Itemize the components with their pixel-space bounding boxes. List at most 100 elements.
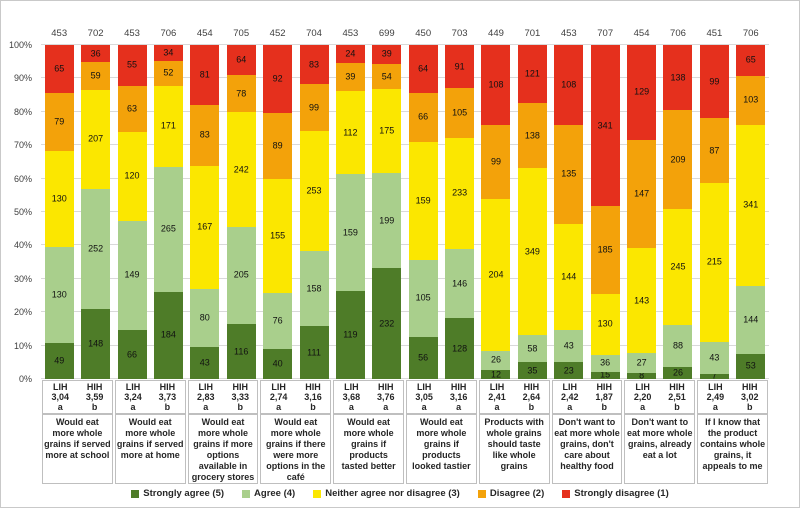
- y-tick-label: 10%: [13, 340, 32, 351]
- segment-value: 205: [233, 269, 249, 280]
- legend-label: Neither agree nor disagree (3): [325, 488, 460, 499]
- segment: 159: [408, 141, 438, 260]
- segment: 175: [372, 89, 402, 174]
- segment-value: 43: [709, 352, 720, 363]
- bar-total: 454: [196, 28, 213, 39]
- segment-value: 12: [490, 369, 501, 380]
- segment: 78: [226, 75, 256, 113]
- mean-value: 2,41: [488, 392, 506, 402]
- segment-value: 88: [672, 340, 683, 351]
- segment-value: 54: [381, 71, 392, 82]
- segment-value: 209: [670, 154, 686, 165]
- segment: 27: [627, 353, 657, 374]
- segment: 209: [663, 110, 693, 210]
- segment: 120: [117, 132, 147, 221]
- bar-total: 454: [633, 28, 650, 39]
- significance-letter: b: [237, 402, 243, 412]
- means-column-lih: LIH 3,68 a: [334, 382, 368, 412]
- segment: 138: [517, 102, 547, 169]
- segment: 54: [372, 63, 402, 90]
- question-label: Products with whole grains should taste …: [478, 414, 550, 484]
- question-label: Would eat more whole grains if products …: [333, 414, 404, 484]
- segment-value: 7: [711, 370, 717, 381]
- question-label: Don't want to eat more whole grains, don…: [551, 414, 623, 484]
- segment-value: 135: [561, 168, 577, 179]
- cohort-label: HIH: [378, 382, 394, 392]
- stacked-bar: 453 49 130 130 79 65: [44, 28, 74, 379]
- bar-column-hih: 701 35 58 349 138 121: [514, 28, 550, 379]
- segment: 135: [554, 124, 584, 225]
- stacked-bar: 706 53 144 341 103 65: [736, 28, 766, 379]
- segment: 83: [299, 45, 329, 85]
- segment-value: 144: [561, 271, 577, 282]
- segment-value: 40: [272, 358, 283, 369]
- legend-label: Strongly agree (5): [143, 488, 225, 499]
- means-cell: LIH 3,04 a HIH 3,59 b: [42, 380, 113, 414]
- y-tick-label: 30%: [13, 273, 32, 284]
- segment: 39: [335, 62, 365, 92]
- segment: 130: [590, 293, 620, 355]
- segment: 233: [445, 138, 475, 249]
- segment-value: 24: [345, 48, 356, 59]
- segment-value: 245: [670, 261, 686, 272]
- y-axis: 0% 10% 20% 30% 40% 50% 60% 70% 80% 90% 100%: [1, 40, 37, 384]
- significance-letter: b: [674, 402, 680, 412]
- segment-value: 146: [452, 278, 468, 288]
- significance-letter: a: [494, 402, 500, 412]
- means-cell: LIH 2,83 a HIH 3,33 b: [187, 380, 259, 414]
- mean-value: 3,24: [124, 392, 142, 402]
- segment: 159: [335, 174, 365, 292]
- means-column-lih: LIH 2,83 a: [189, 382, 223, 412]
- legend-item: Neither agree nor disagree (3): [313, 488, 460, 499]
- segment-value: 81: [199, 69, 210, 80]
- stacked-bar: 706 184 265 171 52 34: [153, 28, 183, 379]
- stacked-bar: 451 7 43 215 87 99: [699, 28, 729, 381]
- segment-value: 341: [597, 120, 613, 131]
- means-column-hih: HIH 2,64 b: [514, 382, 548, 412]
- legend-item: Disagree (2): [477, 488, 544, 499]
- question-label: Would eat more whole grains if there wer…: [260, 414, 332, 484]
- means-cell: LIH 3,24 a HIH 3,73 b: [114, 380, 186, 414]
- mean-value: 3,76: [377, 392, 395, 402]
- legend-color-swatch: [242, 489, 251, 498]
- mean-value: 1,87: [595, 392, 613, 402]
- significance-letter: a: [421, 402, 427, 412]
- segment: 36: [590, 354, 620, 372]
- segment-value: 199: [379, 215, 395, 226]
- gridline: [41, 144, 769, 146]
- segment-value: 138: [524, 130, 540, 141]
- stacked-bar: 699 232 199 175 54 39: [372, 28, 402, 379]
- bar-group: 453 66 149 120 63 55 706 184 265 171 52 34: [114, 28, 187, 379]
- means-column-hih: HIH 1,87 b: [587, 382, 621, 412]
- segment-value: 27: [636, 357, 647, 368]
- y-tick-label: 70%: [13, 140, 32, 151]
- segment: 138: [663, 45, 693, 111]
- means-column-lih: LIH 2,41 a: [480, 382, 514, 412]
- segment: 184: [153, 291, 183, 379]
- means-column-lih: LIH 2,20 a: [625, 382, 659, 412]
- y-tick-label: 20%: [13, 307, 32, 318]
- segment-value: 43: [563, 340, 574, 351]
- segment: 80: [190, 288, 220, 348]
- gridline: [41, 77, 769, 79]
- means-column-lih: LIH 3,04 a: [43, 382, 77, 412]
- segment: 49: [44, 342, 74, 379]
- segment: 87: [699, 118, 729, 183]
- cohort-label: LIH: [52, 382, 68, 392]
- segment: 64: [408, 45, 438, 93]
- bar-column-lih: 452 40 76 155 89 92: [259, 28, 295, 379]
- bar-column-hih: 704 111 158 253 99 83: [296, 28, 332, 379]
- segment: 88: [663, 325, 693, 367]
- segment: 26: [663, 366, 693, 379]
- significance-letter: a: [203, 402, 209, 412]
- segment-value: 129: [634, 86, 650, 97]
- segment-value: 233: [452, 187, 468, 198]
- bar-column-lih: 453 66 149 120 63 55: [114, 28, 150, 379]
- segment-value: 158: [306, 283, 322, 294]
- legend-item: Strongly disagree (1): [562, 488, 669, 499]
- means-cell: LIH 2,49 a HIH 3,02 b: [697, 380, 768, 414]
- legend-color-swatch: [131, 489, 140, 498]
- segment-value: 39: [345, 71, 356, 82]
- bar-total: 451: [706, 28, 723, 39]
